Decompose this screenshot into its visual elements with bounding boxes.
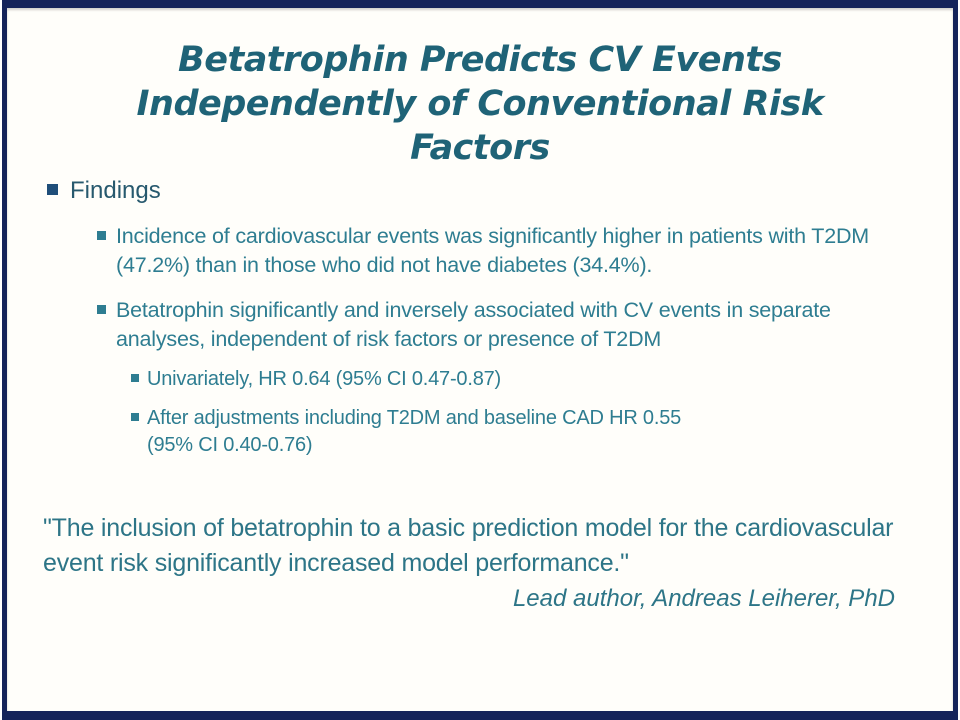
square-bullet-icon	[97, 305, 106, 314]
slide-title-line1: Betatrophin Predicts CV Events	[178, 40, 782, 80]
bullet-item-betatrophin: Betatrophin significantly and inversely …	[97, 296, 953, 354]
square-bullet-icon	[47, 184, 58, 195]
square-bullet-icon	[131, 374, 139, 382]
slide-title: Betatrophin Predicts CV Events Independe…	[7, 38, 953, 170]
quote-attribution: Lead author, Andreas Leiherer, PhD	[512, 585, 895, 612]
bullet-item-betatrophin-text: Betatrophin significantly and inversely …	[116, 298, 831, 351]
quote-text: "The inclusion of betatrophin to a basic…	[43, 514, 894, 577]
bullet-sub-adjustments-text: After adjustments including T2DM and bas…	[147, 407, 682, 456]
bullet-sub-adjustments: After adjustments including T2DM and bas…	[131, 405, 953, 459]
square-bullet-icon	[131, 413, 139, 421]
bullet-findings: Findings	[47, 176, 953, 206]
bullet-item-incidence-text: Incidence of cardiovascular events was s…	[116, 224, 870, 277]
square-bullet-icon	[97, 231, 106, 240]
slide-title-line3: Factors	[410, 128, 550, 168]
slide-title-line2: Independently of Conventional Risk	[136, 84, 825, 124]
bullet-item-incidence: Incidence of cardiovascular events was s…	[97, 222, 953, 280]
findings-label: Findings	[70, 177, 161, 204]
bullet-sub-univariately: Univariately, HR 0.64 (95% CI 0.47-0.87)	[131, 366, 953, 393]
bullet-sub-univariately-text: Univariately, HR 0.64 (95% CI 0.47-0.87)	[147, 368, 502, 390]
